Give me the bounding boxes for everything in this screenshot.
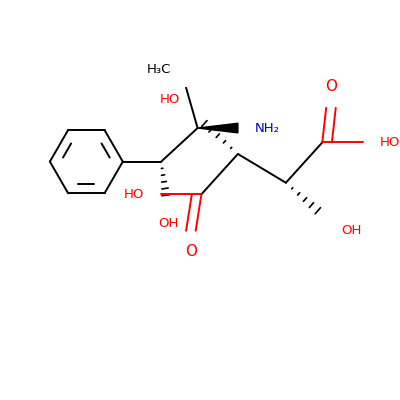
Polygon shape — [198, 123, 238, 133]
Text: OH: OH — [342, 224, 362, 237]
Text: H₃C: H₃C — [146, 63, 171, 76]
Text: HO: HO — [160, 93, 180, 106]
Text: O: O — [325, 80, 337, 94]
Text: HO: HO — [124, 188, 144, 201]
Text: HO: HO — [380, 136, 400, 149]
Text: O: O — [185, 244, 197, 259]
Text: NH₂: NH₂ — [255, 122, 280, 134]
Text: OH: OH — [159, 217, 179, 230]
